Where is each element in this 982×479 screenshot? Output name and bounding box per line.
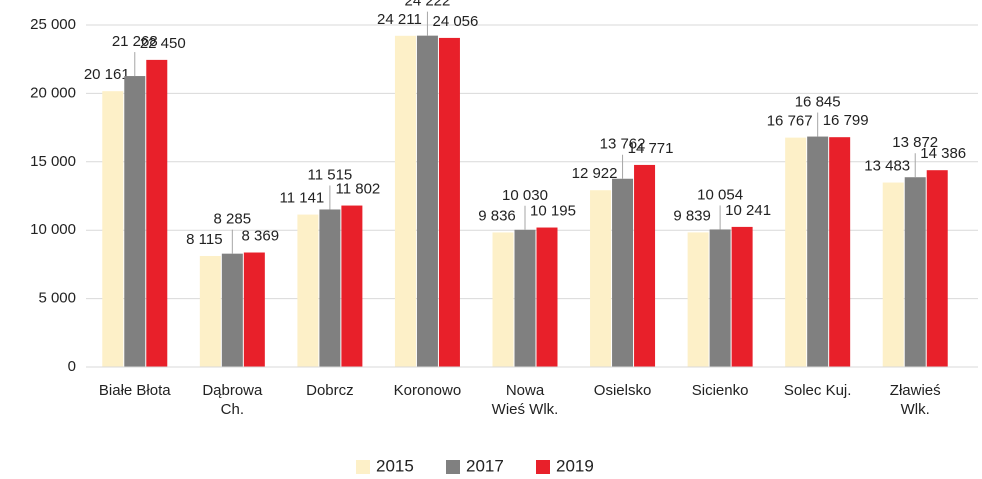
- data-label: 24 211: [377, 11, 422, 28]
- legend-label: 2019: [556, 456, 594, 475]
- bar: [709, 229, 731, 367]
- x-tick-label: Solec Kuj.: [783, 382, 852, 399]
- bar: [807, 136, 829, 367]
- x-tick-label: Osielsko: [593, 382, 652, 399]
- data-label: 13 872: [892, 134, 938, 151]
- x-tick-label: Zławieś Wlk.: [889, 382, 941, 418]
- x-tick-label: Sicienko: [691, 382, 749, 399]
- data-label: 24 222: [404, 0, 450, 10]
- bar: [199, 255, 221, 367]
- bar: [394, 35, 416, 368]
- x-tick-label: Koronowo: [393, 382, 462, 399]
- data-label: 8 285: [214, 211, 252, 228]
- data-label: 13 762: [600, 136, 646, 153]
- data-label: 10 030: [502, 187, 548, 204]
- legend-label: 2017: [466, 456, 504, 475]
- bar: [904, 177, 926, 367]
- data-label: 14 386: [920, 145, 966, 162]
- bar: [438, 37, 460, 368]
- bar: [731, 226, 753, 367]
- bar: [687, 232, 709, 367]
- data-label: 24 056: [432, 13, 478, 30]
- bar: [882, 182, 904, 367]
- legend-swatch: [356, 460, 370, 474]
- bar: [492, 232, 514, 367]
- bar: [829, 137, 851, 367]
- x-tick-label: Nowa Wieś Wlk.: [491, 382, 559, 418]
- y-tick-label: 0: [68, 358, 76, 375]
- data-label: 16 799: [823, 112, 869, 129]
- data-label: 11 141: [280, 190, 325, 207]
- bar: [536, 227, 558, 367]
- data-label: 22 450: [140, 35, 186, 52]
- data-label: 11 802: [336, 181, 381, 198]
- data-label: 10 054: [697, 186, 743, 203]
- bar: [926, 170, 948, 367]
- y-tick-label: 20 000: [30, 84, 76, 101]
- data-label: 9 836: [478, 207, 516, 224]
- data-label: 14 771: [628, 140, 674, 157]
- x-tick-label: Dobrcz: [306, 382, 354, 399]
- data-label: 21 268: [112, 33, 158, 50]
- bar: [102, 91, 124, 368]
- legend-swatch: [536, 460, 550, 474]
- x-tick-label: Białe Błota: [98, 382, 171, 399]
- data-label: 10 195: [530, 203, 576, 220]
- data-label: 16 845: [795, 94, 841, 111]
- bar: [341, 205, 363, 367]
- bar: [243, 252, 265, 367]
- x-tick-label: Dąbrowa Ch.: [202, 382, 263, 418]
- bar: [634, 164, 656, 367]
- bar: [124, 76, 146, 367]
- data-label: 11 515: [308, 166, 353, 183]
- bar: [319, 209, 341, 367]
- bar: [590, 190, 612, 367]
- bar: [416, 35, 438, 368]
- data-label: 10 241: [725, 202, 771, 219]
- legend-label: 2015: [376, 456, 414, 475]
- bar: [612, 178, 634, 367]
- data-label: 12 922: [572, 165, 618, 182]
- data-label: 8 369: [242, 227, 280, 244]
- y-tick-label: 10 000: [30, 221, 76, 238]
- legend-swatch: [446, 460, 460, 474]
- bar: [221, 253, 243, 367]
- bar: [146, 59, 168, 367]
- data-label: 9 839: [673, 207, 711, 224]
- bar: [297, 214, 319, 367]
- bar: [785, 137, 807, 367]
- data-label: 13 483: [864, 158, 910, 175]
- y-tick-label: 25 000: [30, 16, 76, 33]
- y-tick-label: 15 000: [30, 153, 76, 170]
- bar: [514, 229, 536, 367]
- y-tick-label: 5 000: [38, 290, 76, 307]
- data-label: 20 161: [84, 66, 130, 83]
- data-label: 8 115: [186, 231, 222, 248]
- data-label: 16 767: [767, 113, 813, 130]
